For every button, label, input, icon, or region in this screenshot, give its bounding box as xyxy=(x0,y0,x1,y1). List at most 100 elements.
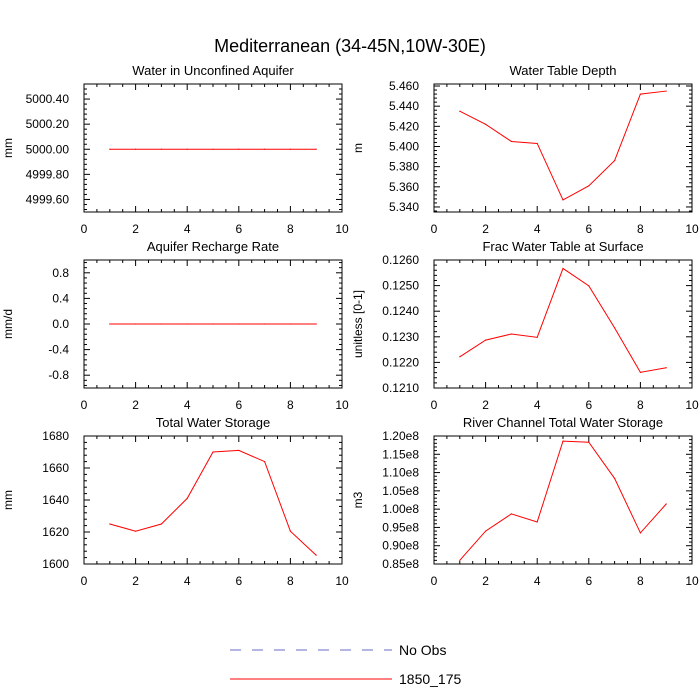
panel-1-data-point xyxy=(186,148,188,150)
panel-6-x-tick-label: 10 xyxy=(685,574,699,588)
panel-4-data-point xyxy=(536,336,538,338)
panel-1-y-tick-label: 4999.60 xyxy=(26,192,70,206)
panel-5-frame xyxy=(83,435,343,565)
legend: No Obs 1850_175 xyxy=(230,642,462,687)
panel-5-data-point xyxy=(212,451,214,453)
panel-4-y-tick-label: 0.1220 xyxy=(382,355,419,369)
panel-2-y-tick-label: 5.400 xyxy=(389,139,419,153)
panel-5-y-tick-label: 1660 xyxy=(42,461,69,475)
panel-5-data-point xyxy=(238,449,240,451)
panel-6-y-tick-label: 0.85e8 xyxy=(382,557,419,571)
panel-6-x-tick-label: 8 xyxy=(637,574,644,588)
panel-2-data-point xyxy=(562,199,564,201)
panel-2-series-line xyxy=(459,90,667,201)
panel-3-data-point xyxy=(109,323,111,325)
panel-2-data-point xyxy=(459,110,461,112)
panel-1: Water in Unconfined Aquifer 0 2 4 6 8 10 4999.6… xyxy=(1,63,349,236)
panel-4-data-point xyxy=(510,333,512,335)
panel-4-y-tick-label: 0.1260 xyxy=(382,253,419,267)
panel-5-data-point xyxy=(264,461,266,463)
panel-6-data-point xyxy=(639,532,642,534)
panel-4-y-tick-label: 0.1240 xyxy=(382,304,419,318)
panel-2-data-point xyxy=(614,159,616,162)
panel-4-x-tick-label: 10 xyxy=(685,398,699,412)
panel-4-data-point xyxy=(639,371,642,373)
panel-4-y-tick-label: 0.1230 xyxy=(382,330,419,344)
panel-2-data-point xyxy=(510,140,512,143)
panel-1-data-point xyxy=(135,148,137,150)
panel-1-data-point xyxy=(315,148,317,150)
panel-2-y-tick-label: 5.420 xyxy=(389,119,419,133)
panel-3-x-tick-label: 8 xyxy=(287,398,294,412)
panel-3-data-point xyxy=(212,323,214,325)
panel-4-frame xyxy=(433,259,693,389)
panel-3-x-tick-label: 2 xyxy=(132,398,139,412)
panel-2-x-tick-label: 10 xyxy=(685,222,699,236)
panel-2-title: Water Table Depth xyxy=(510,63,617,78)
panel-1-title: Water in Unconfined Aquifer xyxy=(132,63,294,78)
panel-6-data-point xyxy=(485,530,487,532)
panel-6-frame xyxy=(433,435,693,565)
panel-4-data-point xyxy=(485,339,487,341)
panel-2-x-tick-label: 4 xyxy=(534,222,541,236)
panel-2-x-tick-label: 6 xyxy=(585,222,592,236)
panel-3-y-tick-label: -0.4 xyxy=(48,343,69,357)
panel-5-title: Total Water Storage xyxy=(156,415,270,430)
panel-3-data-point xyxy=(186,323,188,325)
panel-2-y-tick-label: 5.460 xyxy=(389,79,419,93)
panel-1-x-tick-label: 4 xyxy=(184,222,191,236)
figure-title: Mediterranean (34-45N,10W-30E) xyxy=(214,36,486,56)
panel-2-x-tick-label: 0 xyxy=(431,222,438,236)
panel-4-data-point xyxy=(665,367,667,369)
panel-3-y-tick-label: 0.8 xyxy=(52,266,69,280)
panel-4-title: Frac Water Table at Surface xyxy=(482,239,643,254)
panel-5-y-tick-label: 1600 xyxy=(42,557,69,571)
panel-1-x-tick-label: 10 xyxy=(335,222,349,236)
panel-2-x-tick-label: 8 xyxy=(637,222,644,236)
panel-4-x-tick-label: 4 xyxy=(534,398,541,412)
panel-4-y-tick-label: 0.1250 xyxy=(382,279,419,293)
panel-6-y-tick-label: 1.05e8 xyxy=(382,484,419,498)
panel-3-y-tick-label: -0.8 xyxy=(48,368,69,382)
panel-3-data-point xyxy=(135,323,137,325)
panel-1-x-tick-label: 2 xyxy=(132,222,139,236)
panel-1-x-tick-label: 6 xyxy=(235,222,242,236)
panel-1-y-axis-label: mm xyxy=(1,138,15,158)
panel-4-y-axis-label: unitless [0-1] xyxy=(351,290,365,358)
panel-1-x-tick-label: 0 xyxy=(81,222,88,236)
panel-6-x-tick-label: 2 xyxy=(482,574,489,588)
panel-2-y-tick-label: 5.360 xyxy=(389,180,419,194)
panel-6-data-point xyxy=(588,441,590,443)
panel-2-frame xyxy=(433,83,693,213)
panel-6-title: River Channel Total Water Storage xyxy=(463,415,663,430)
panel-5-y-tick-label: 1640 xyxy=(42,493,69,507)
panel-1-data-point xyxy=(109,148,111,150)
panel-6-y-tick-label: 1.15e8 xyxy=(382,447,419,461)
panel-3-x-tick-label: 6 xyxy=(235,398,242,412)
panel-1-data-point xyxy=(212,148,214,150)
panel-3-x-tick-label: 0 xyxy=(81,398,88,412)
panel-5-data-point xyxy=(135,530,137,532)
panel-3-y-axis-label: mm/d xyxy=(1,309,15,339)
panel-6-y-axis-label: m3 xyxy=(351,491,365,508)
panel-4-data-point xyxy=(614,327,616,329)
panel-6-y-tick-label: 1.10e8 xyxy=(382,466,419,480)
panel-3-data-point xyxy=(264,323,266,325)
panel-5-y-tick-label: 1680 xyxy=(42,429,69,443)
panel-1-y-tick-label: 5000.20 xyxy=(26,117,70,131)
panel-5-series-line xyxy=(109,449,317,556)
panel-5-data-point xyxy=(315,554,317,556)
legend-label-no-obs: No Obs xyxy=(399,642,446,658)
panel-2-y-axis-label: m xyxy=(351,143,365,153)
panel-5-data-point xyxy=(289,530,291,532)
panel-2-data-point xyxy=(639,93,642,95)
panel-6-data-point xyxy=(536,521,538,523)
panel-1-frame xyxy=(83,83,343,213)
panel-6-y-tick-label: 0.95e8 xyxy=(382,520,419,534)
panel-2-y-tick-label: 5.380 xyxy=(389,160,419,174)
panel-6-data-point xyxy=(562,440,564,442)
panel-4-data-point xyxy=(459,356,461,358)
panel-4: Frac Water Table at Surface 0 2 4 6 8 10 0.1210… xyxy=(351,239,699,412)
panel-4-x-tick-label: 8 xyxy=(637,398,644,412)
